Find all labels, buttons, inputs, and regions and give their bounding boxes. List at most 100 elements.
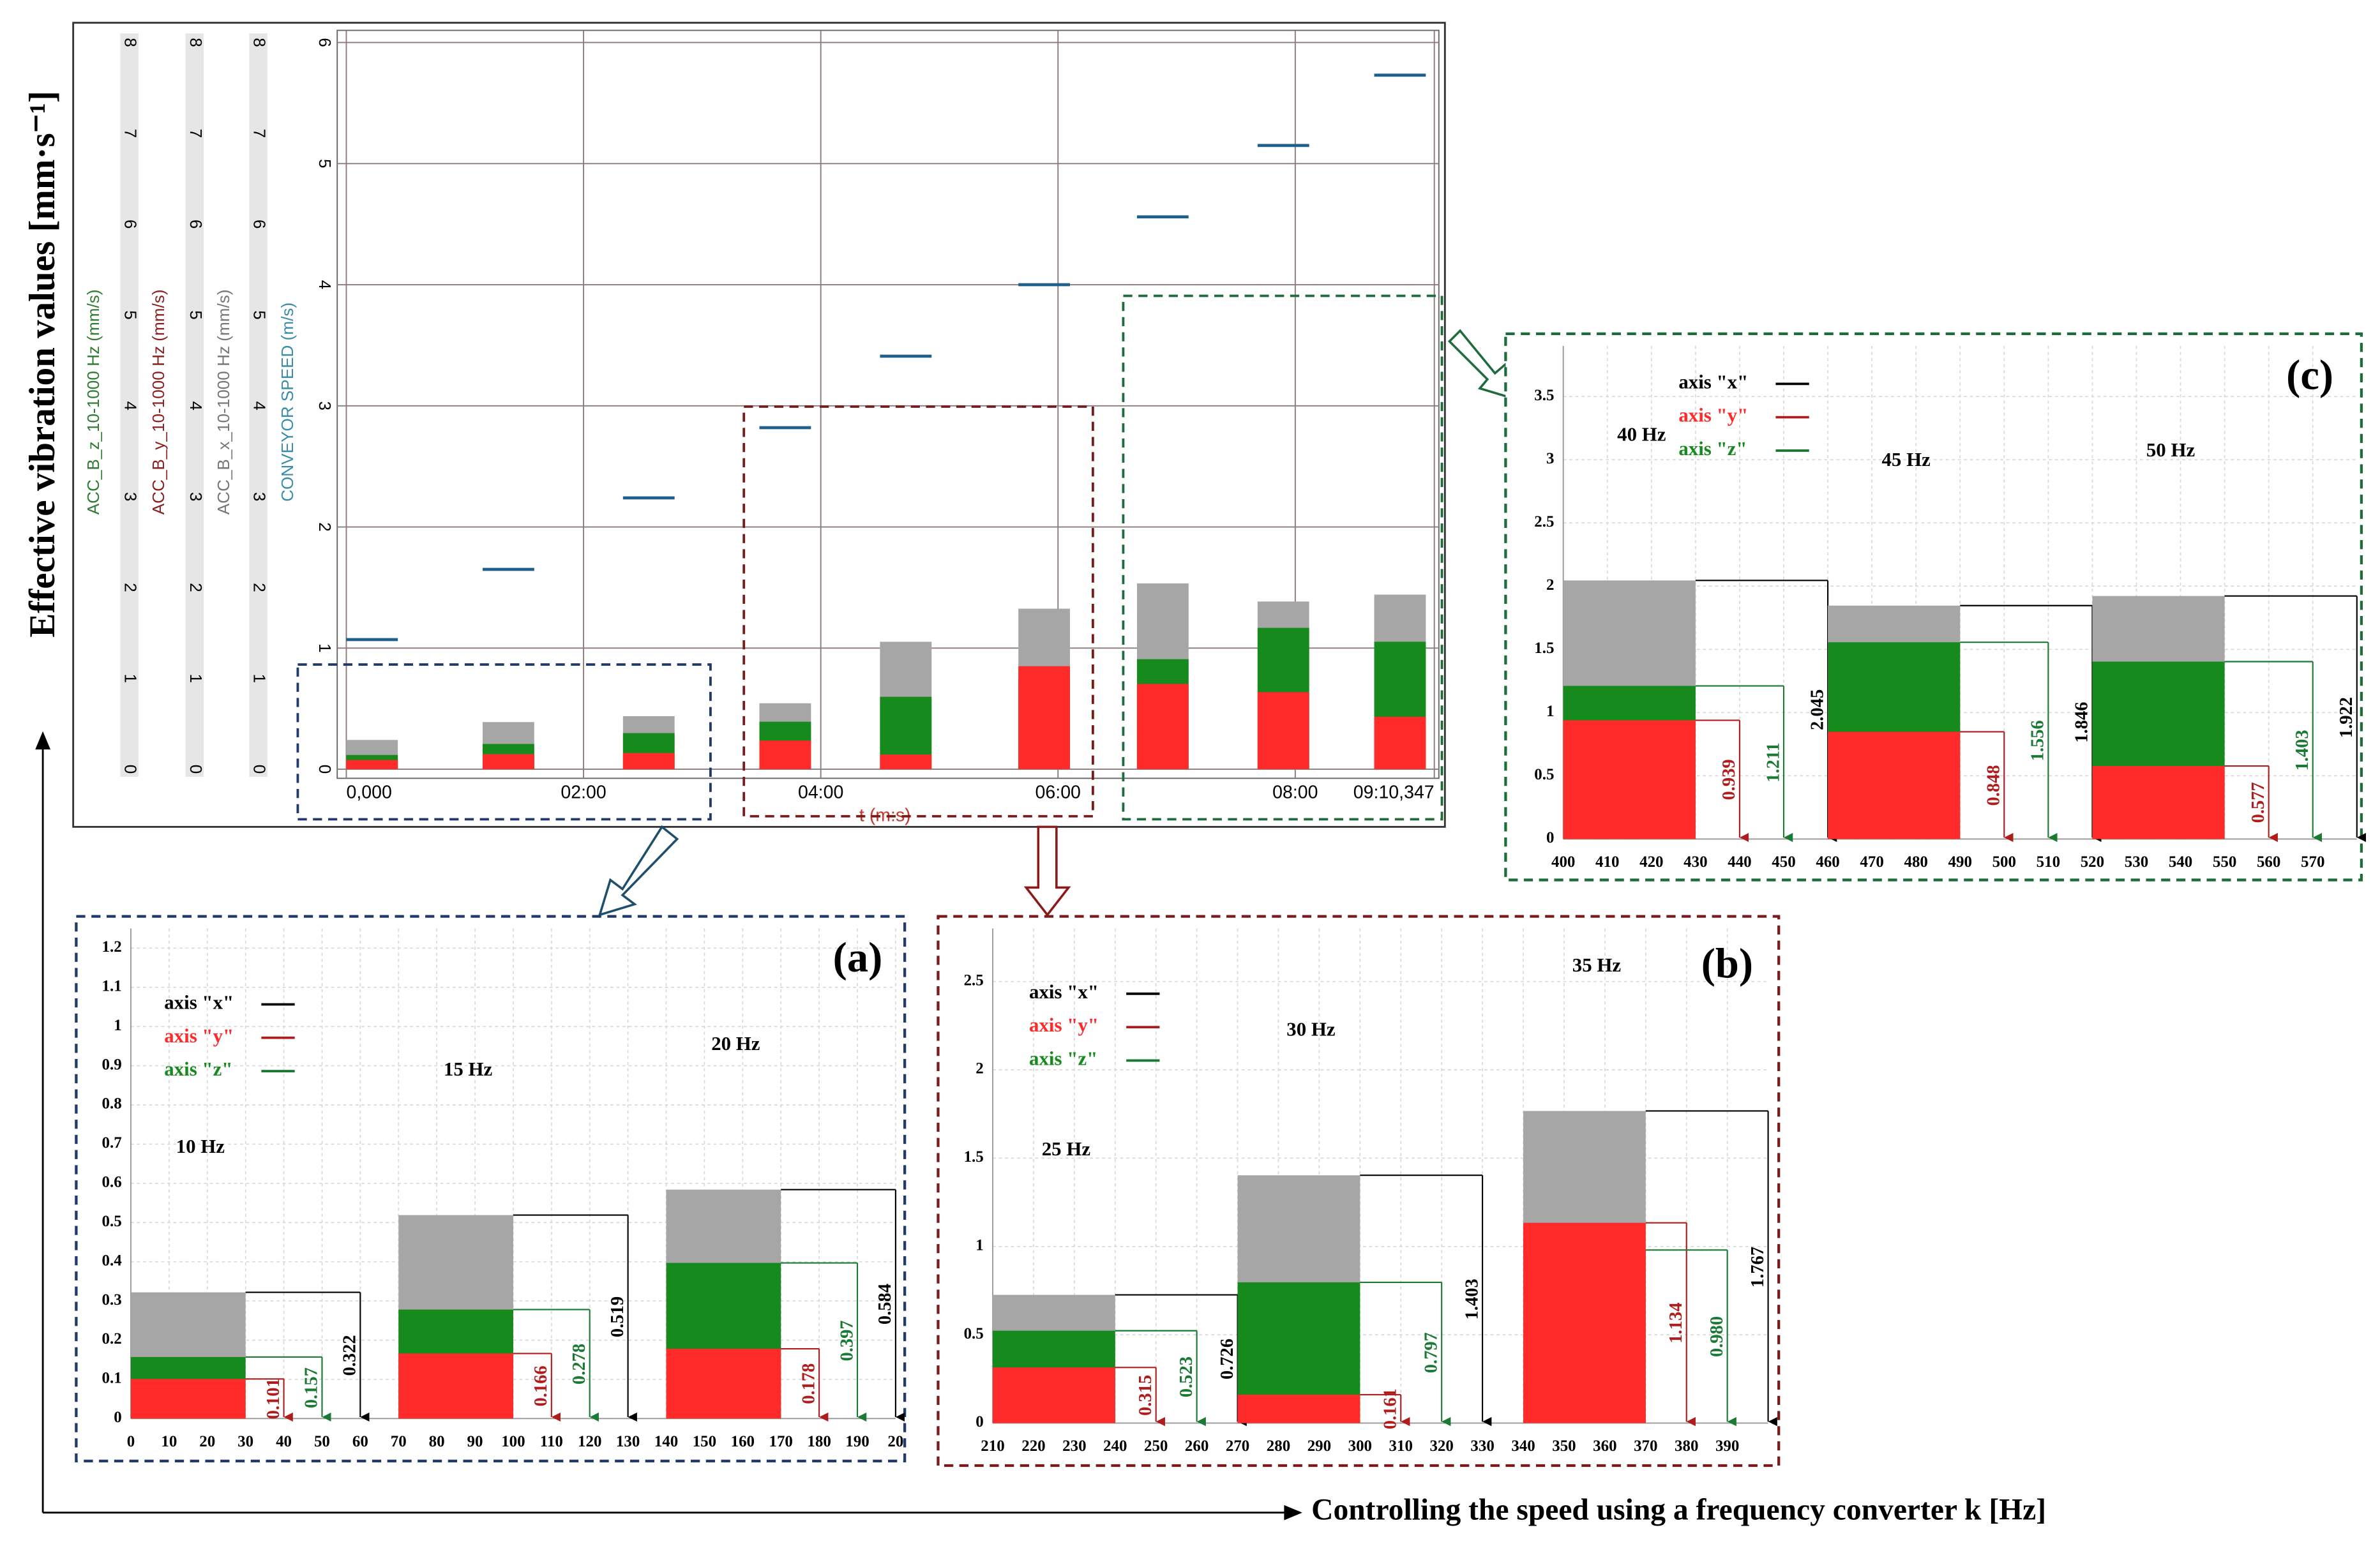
highlight-c — [1122, 294, 1443, 821]
y2-tick-label: 0 — [186, 765, 206, 774]
legend-label: axis "x" — [1029, 980, 1099, 1003]
y-tick-label: 3 — [1546, 450, 1554, 467]
panel-label: (a) — [833, 934, 883, 981]
y2-tick-label: 0 — [250, 765, 269, 774]
y2-tick-label: 6 — [250, 220, 269, 229]
vibration-block — [346, 760, 398, 770]
y2-tick-label: 3 — [186, 492, 206, 502]
y-tick-label: 0 — [975, 1413, 983, 1430]
x-tick-label: 10 — [161, 1433, 177, 1450]
panel-a: 0 0.1 0.2 0.3 0.4 0.5 0.6 0.7 0.8 0.9 1 1.1 1.2 0 10 20… — [75, 915, 907, 1463]
overview: 0 1 2 3 4 5 6 0,000 02:00 04:00 06:00 08:00 09:10,34… — [84, 30, 1439, 825]
x-tick-label: 450 — [1772, 853, 1795, 871]
value-label: 1.403 — [1462, 1279, 1482, 1319]
x-tick-label: 310 — [1389, 1437, 1413, 1455]
x-tick-label: 360 — [1593, 1437, 1616, 1455]
vibration-block — [622, 753, 675, 770]
x-tick-label: 490 — [1948, 853, 1972, 871]
x-tick-label: 20 — [887, 1433, 903, 1450]
panel-c: 0 0.5 1 1.5 2 2.5 3 3.5 400 410 420 430 440 450 460 470… — [1504, 332, 2367, 882]
speed-tick-label: 1 — [315, 643, 335, 653]
x-tick-label: 400 — [1551, 853, 1575, 871]
x-tick-label: 330 — [1470, 1437, 1494, 1455]
x-tick-label: 240 — [1103, 1437, 1127, 1455]
y2-tick-label: 7 — [186, 129, 206, 139]
x-tick-label: 410 — [1595, 853, 1619, 871]
y-tick-label: 0.5 — [1534, 766, 1554, 783]
legend-label: axis "y" — [1029, 1014, 1099, 1036]
y-tick-label: 2.5 — [964, 972, 984, 989]
x-tick-label: 210 — [981, 1437, 1004, 1455]
x-tick-label: 340 — [1511, 1437, 1535, 1455]
legend-label: axis "y" — [1678, 404, 1748, 426]
x-tick-label: 250 — [1144, 1437, 1168, 1455]
outer-y-arrow — [35, 731, 50, 750]
frequency-label: 20 Hz — [711, 1032, 760, 1054]
value-label: 0.278 — [569, 1344, 589, 1385]
x-tick-label: 320 — [1429, 1437, 1453, 1455]
y-tick-label: 1.1 — [102, 977, 122, 994]
y-tick-label: 0.2 — [102, 1330, 122, 1347]
y-tick-label: 0.9 — [102, 1056, 122, 1073]
y-title: Effective vibration values [mm·s⁻¹] — [22, 91, 63, 638]
signal-block — [2092, 766, 2225, 839]
y-tick-label: 0.5 — [102, 1213, 122, 1230]
speed-tick-label: 4 — [315, 280, 335, 290]
value-label: 0.726 — [1217, 1339, 1237, 1379]
x-tick-label: 480 — [1904, 853, 1927, 871]
x-tick-label: 350 — [1552, 1437, 1576, 1455]
x-title: Controlling the speed using a frequency … — [1311, 1494, 2046, 1527]
x-tick-label: 20 — [199, 1433, 215, 1450]
signal-block — [398, 1353, 513, 1419]
value-label: 1.556 — [2028, 720, 2048, 761]
x-tick-label: 02:00 — [561, 783, 606, 803]
y2-tick-label: 7 — [250, 129, 269, 139]
panel-b: 0 0.5 1 1.5 2 2.5 210 220 230 240 250 260 270 280 290 3… — [937, 915, 1781, 1467]
frequency-label: 10 Hz — [176, 1135, 225, 1157]
speed-tick-label: 5 — [315, 159, 335, 169]
x-tick-label: 230 — [1062, 1437, 1086, 1455]
frequency-label: 25 Hz — [1042, 1137, 1091, 1160]
value-label: 0.178 — [799, 1363, 818, 1404]
frequency-label: 50 Hz — [2146, 439, 2195, 461]
x-tick-label: 530 — [2125, 853, 2148, 871]
x-tick-label: 390 — [1715, 1437, 1739, 1455]
y-tick-label: 0.7 — [102, 1134, 122, 1152]
x-tick-label: 380 — [1675, 1437, 1698, 1455]
x-tick-label: 0,000 — [346, 783, 391, 803]
vibration-block — [759, 740, 811, 770]
x-tick-label: 140 — [654, 1433, 678, 1450]
x-tick-label: 470 — [1860, 853, 1883, 871]
y-tick-label: 0 — [114, 1409, 121, 1426]
legend-label: axis "z" — [1678, 437, 1747, 460]
x-tick-label: 180 — [807, 1433, 831, 1450]
x-tick-label: 220 — [1021, 1437, 1045, 1455]
y2-tick-label: 1 — [250, 673, 269, 683]
y-tick-label: 1 — [114, 1017, 121, 1034]
y2-axis-label: ACC_B_y_10-1000 Hz (mm/s) — [149, 289, 168, 514]
y-tick-label: 0.4 — [102, 1252, 122, 1269]
frequency-label: 35 Hz — [1572, 954, 1622, 976]
vibration-block — [1257, 692, 1309, 770]
y2-tick-label: 3 — [250, 492, 269, 502]
x-tick-label: 460 — [1816, 853, 1839, 871]
x-tick-label: 04:00 — [798, 783, 843, 803]
x-tick-label: 190 — [845, 1433, 869, 1450]
y2-tick-label: 4 — [186, 402, 206, 411]
value-label: 1.403 — [2293, 730, 2312, 770]
y2-tick-label: 8 — [186, 38, 206, 47]
y-tick-label: 0.8 — [102, 1095, 122, 1113]
value-label: 0.322 — [340, 1335, 360, 1376]
signal-block — [130, 1379, 246, 1419]
highlight-b — [742, 405, 1094, 818]
signal-block — [1523, 1222, 1646, 1423]
legend-label: axis "z" — [1029, 1047, 1097, 1070]
outer-x-arrow — [1284, 1505, 1302, 1520]
y2-tick-label: 6 — [186, 220, 206, 229]
x-tick-label: 500 — [1992, 853, 2016, 871]
x-tick-label: 60 — [352, 1433, 368, 1450]
y2-axis-bar — [120, 33, 139, 777]
speed-tick-label: 2 — [315, 522, 335, 532]
y-tick-label: 1 — [1546, 703, 1554, 720]
